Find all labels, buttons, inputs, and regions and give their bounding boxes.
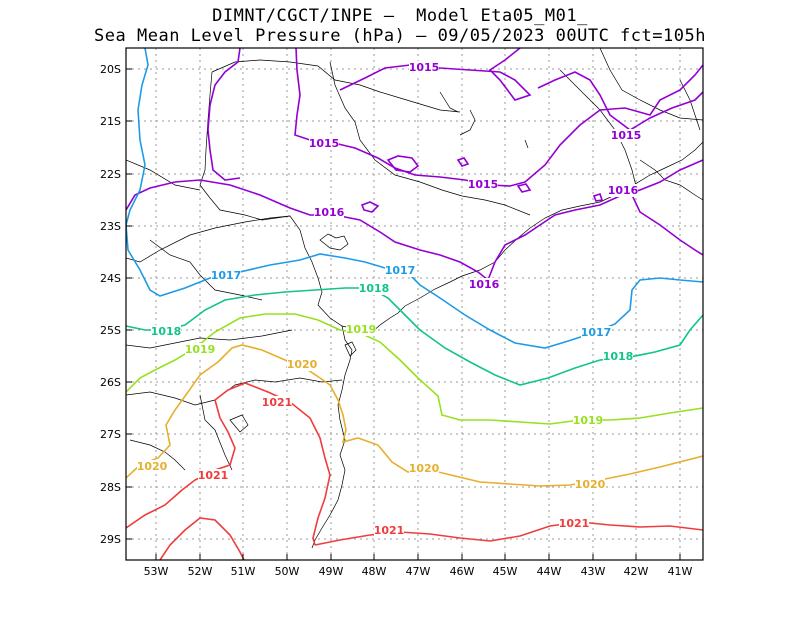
label-1020: 1020 xyxy=(575,478,606,491)
lat-tick-label: 23S xyxy=(100,220,121,233)
isobar-1016-cell-a xyxy=(386,155,420,173)
lat-tick-label: 26S xyxy=(100,376,121,389)
isobar-1015-loop xyxy=(537,71,703,131)
coastline-borders xyxy=(126,48,703,549)
label-1015: 1015 xyxy=(309,137,340,150)
lon-tick-label: 48W xyxy=(362,565,387,578)
label-1017: 1017 xyxy=(211,269,242,282)
lon-tick-label: 49W xyxy=(319,565,344,578)
isobar-1016-arc xyxy=(126,159,703,282)
label-1019: 1019 xyxy=(573,414,604,427)
lat-tick-label: 22S xyxy=(100,168,121,181)
grid-lines xyxy=(126,48,703,560)
label-1018: 1018 xyxy=(603,350,634,363)
label-1021: 1021 xyxy=(198,469,229,482)
lon-tick-label: 51W xyxy=(231,565,256,578)
lon-tick-label: 42W xyxy=(624,565,649,578)
lon-tick-label: 43W xyxy=(581,565,606,578)
label-1015: 1015 xyxy=(409,61,440,74)
longitude-labels: 53W 52W 51W 50W 49W 48W 47W 46W 45W 44W … xyxy=(144,565,693,578)
lon-tick-label: 52W xyxy=(188,565,213,578)
label-1021: 1021 xyxy=(374,524,405,537)
label-1019: 1019 xyxy=(185,343,216,356)
tick-marks xyxy=(126,68,681,560)
label-1017: 1017 xyxy=(385,264,416,277)
isobar-1016-cell-b xyxy=(360,201,380,213)
lon-tick-label: 41W xyxy=(668,565,693,578)
label-1020: 1020 xyxy=(409,462,440,475)
isobar-1021-core xyxy=(126,382,331,546)
isobars xyxy=(126,48,703,560)
lat-tick-label: 27S xyxy=(100,428,121,441)
lat-tick-label: 20S xyxy=(100,63,121,76)
lat-tick-label: 29S xyxy=(100,533,121,546)
label-1018: 1018 xyxy=(151,325,182,338)
isobar-1015-upper xyxy=(339,48,532,101)
lon-tick-label: 47W xyxy=(406,565,431,578)
label-1017: 1017 xyxy=(581,326,612,339)
lon-tick-label: 44W xyxy=(537,565,562,578)
label-1016: 1016 xyxy=(469,278,500,291)
label-1020: 1020 xyxy=(287,358,318,371)
label-1020: 1020 xyxy=(137,460,168,473)
lon-tick-label: 46W xyxy=(450,565,475,578)
map-title-line2: Sea Mean Level Pressure (hPa) – 09/05/20… xyxy=(94,26,706,46)
label-1016: 1016 xyxy=(608,184,639,197)
isobar-1021-south xyxy=(159,517,245,560)
map-title-line1: DIMNT/CGCT/INPE – Model Eta05_M01_ xyxy=(212,6,588,26)
lon-tick-label: 50W xyxy=(275,565,300,578)
label-1015: 1015 xyxy=(611,129,642,142)
lat-tick-label: 24S xyxy=(100,272,121,285)
contour-labels: 1015 1015 1015 1015 1016 1016 1016 1017 … xyxy=(137,61,642,537)
isobar-1016-cell-e xyxy=(592,192,604,202)
latitude-labels: 20S 21S 22S 23S 24S 25S 26S 27S 28S 29S xyxy=(100,63,121,546)
lat-tick-label: 25S xyxy=(100,324,121,337)
isobar-1017 xyxy=(126,48,703,349)
isobar-1020 xyxy=(126,344,703,487)
isobar-1015-north xyxy=(207,48,241,181)
lon-tick-label: 45W xyxy=(493,565,518,578)
label-1016: 1016 xyxy=(314,206,345,219)
label-1021: 1021 xyxy=(262,396,293,409)
label-1018: 1018 xyxy=(359,282,390,295)
lat-tick-label: 21S xyxy=(100,115,121,128)
isobar-1018 xyxy=(126,287,703,386)
label-1021: 1021 xyxy=(559,517,590,530)
lat-tick-label: 28S xyxy=(100,481,121,494)
lon-tick-label: 53W xyxy=(144,565,169,578)
label-1019: 1019 xyxy=(346,323,377,336)
isobar-1016-east xyxy=(631,194,703,256)
plot-frame xyxy=(125,47,704,561)
label-1015: 1015 xyxy=(468,178,499,191)
isobar-1016-cell-c xyxy=(456,157,470,167)
isobar-1016-cell-d xyxy=(516,183,532,193)
